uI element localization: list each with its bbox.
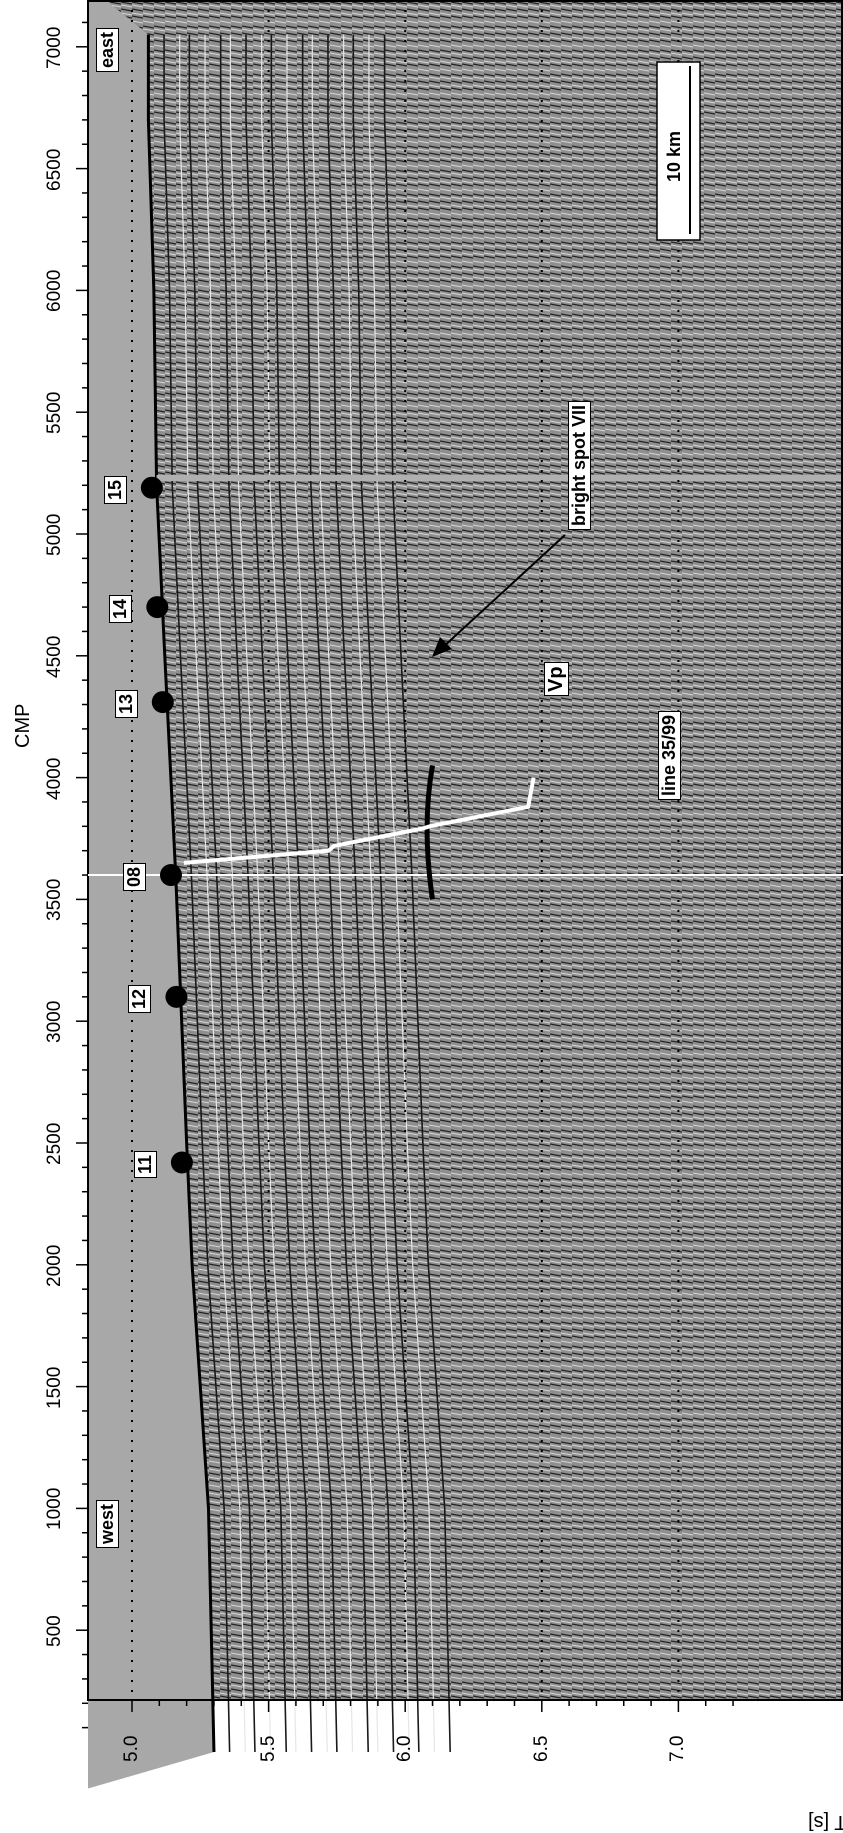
reflector: [352, 34, 420, 1753]
reflector: [286, 34, 354, 1753]
line-label: line 35/99: [658, 710, 681, 800]
bright-spot-arrow: [441, 534, 566, 649]
reflector: [261, 34, 328, 1753]
station-dot: [170, 1151, 193, 1174]
station-label: 14: [109, 595, 133, 624]
reflector: [163, 34, 231, 1753]
cmp-tick-label: 5500: [44, 391, 65, 435]
twt-tick-label: 7.0: [667, 1735, 689, 1762]
reflector: [188, 34, 256, 1753]
reflector: [245, 34, 313, 1753]
cmp-tick-label: 3500: [44, 879, 65, 922]
bright-spot-label: bright spot VII: [568, 401, 591, 530]
station-dot: [165, 985, 188, 1008]
scale-box: [656, 61, 701, 241]
station-label: 11: [133, 1151, 157, 1179]
twt-tick-label: 5.5: [257, 1735, 279, 1762]
reflector: [311, 34, 379, 1753]
east-label: east: [96, 27, 119, 72]
vp-label: Vp: [544, 662, 569, 696]
cmp-tick-label: 1000: [44, 1488, 65, 1531]
data-area: [88, 0, 843, 1700]
vp-profile: [183, 777, 536, 865]
cmp-tick-label: 6500: [44, 148, 65, 191]
arrow-head: [432, 637, 452, 657]
water-column: [88, 0, 214, 1789]
cmp-tick-label: 2500: [44, 1122, 65, 1165]
station-label: 08: [122, 863, 146, 892]
station-label: 15: [103, 475, 127, 504]
station-dot: [159, 864, 182, 887]
cmp-tick-label: 7000: [44, 26, 65, 69]
station-label: 12: [128, 984, 152, 1013]
reflector: [179, 34, 246, 1753]
station-dot: [140, 476, 163, 499]
cmp-tick-label: 6000: [44, 270, 65, 313]
reflector: [270, 34, 338, 1753]
cmp-tick-label: 4500: [44, 635, 65, 678]
reflector: [229, 34, 297, 1753]
x-axis-label: CMP: [12, 703, 34, 748]
cmp-tick-label: 5000: [44, 513, 65, 556]
reflector: [327, 34, 395, 1753]
twt-tick-label: 6.0: [394, 1735, 416, 1762]
y-axis-label: TWT [s]: [808, 1811, 843, 1833]
reflector: [383, 34, 451, 1753]
cmp-tick-label: 3000: [44, 1000, 65, 1044]
seafloor: [146, 34, 216, 1753]
twt-tick-label: 5.0: [121, 1735, 142, 1762]
station-dot: [146, 596, 169, 619]
reflector: [219, 34, 288, 1753]
station-dot: [151, 691, 174, 714]
west-label: west: [96, 1499, 119, 1548]
cmp-tick-label: 2000: [44, 1244, 65, 1287]
reflector: [368, 34, 436, 1753]
station-label: 13: [114, 690, 138, 719]
bright-spot: [424, 764, 435, 900]
cmp-tick-label: 4000: [44, 757, 65, 800]
cmp-tick-label: 500: [44, 1614, 65, 1647]
scale-label: 10 km: [664, 130, 684, 182]
cmp-tick-label: 1500: [44, 1366, 65, 1409]
reflector: [204, 34, 272, 1753]
reflector: [343, 34, 410, 1753]
twt-tick-label: 6.5: [530, 1735, 552, 1762]
reflector: [301, 34, 370, 1753]
